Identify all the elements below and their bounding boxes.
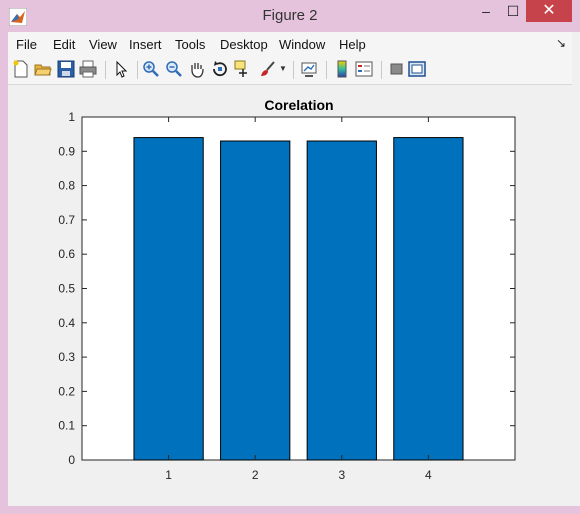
plot-area[interactable]: Corelation 0 0.1 0.2 0.3 0.4 0.5 0.6 0.7 0.8 0.9 1… bbox=[8, 86, 572, 506]
y-tick-label: 0.2 bbox=[58, 384, 75, 398]
show-plot-tools-icon[interactable] bbox=[408, 60, 426, 78]
y-tick-label: 0.6 bbox=[58, 247, 75, 261]
toolbar-separator bbox=[105, 61, 106, 79]
save-icon[interactable] bbox=[57, 60, 75, 78]
open-file-icon[interactable] bbox=[34, 60, 52, 78]
new-figure-icon[interactable] bbox=[12, 60, 30, 78]
brush-icon[interactable] bbox=[259, 60, 277, 78]
insert-colorbar-icon[interactable] bbox=[333, 60, 351, 78]
window-edge bbox=[572, 32, 580, 506]
y-tick-label: 1 bbox=[68, 110, 75, 124]
title-bar[interactable]: Figure 2 – ☐ ✕ bbox=[0, 0, 580, 32]
y-tick-label: 0.9 bbox=[58, 144, 75, 158]
toolbar-separator bbox=[137, 61, 138, 79]
zoom-out-icon[interactable] bbox=[165, 60, 183, 78]
edit-plot-arrow-icon[interactable] bbox=[112, 60, 130, 78]
menu-help[interactable]: Help bbox=[339, 37, 366, 52]
y-tick-label: 0.3 bbox=[58, 350, 75, 364]
hide-plot-tools-icon[interactable] bbox=[388, 60, 406, 78]
x-tick-label: 3 bbox=[338, 468, 345, 482]
minimize-button[interactable]: – bbox=[482, 3, 490, 19]
figure-client-area: File Edit View Insert Tools Desktop Wind… bbox=[8, 32, 572, 506]
y-tick-label: 0.7 bbox=[58, 213, 75, 227]
maximize-button[interactable]: ☐ bbox=[506, 3, 520, 19]
menu-file[interactable]: File bbox=[16, 37, 37, 52]
bar-3[interactable] bbox=[306, 140, 377, 461]
zoom-in-icon[interactable] bbox=[142, 60, 160, 78]
close-button[interactable]: ✕ bbox=[526, 0, 572, 22]
print-icon[interactable] bbox=[79, 60, 97, 78]
y-tick-label: 0.4 bbox=[58, 316, 75, 330]
y-tick-label: 0 bbox=[68, 453, 75, 467]
menu-desktop[interactable]: Desktop bbox=[220, 37, 268, 52]
matlab-logo-icon bbox=[9, 8, 27, 26]
brush-dropdown-icon[interactable]: ▼ bbox=[279, 64, 287, 73]
x-tick-label: 4 bbox=[425, 468, 432, 482]
menu-edit[interactable]: Edit bbox=[53, 37, 76, 52]
bar-1[interactable] bbox=[133, 137, 204, 461]
pan-hand-icon[interactable] bbox=[188, 60, 206, 78]
menu-view[interactable]: View bbox=[89, 37, 117, 52]
x-tick-label: 2 bbox=[252, 468, 259, 482]
toolbar-separator bbox=[326, 61, 327, 79]
bar-4[interactable] bbox=[393, 137, 464, 461]
x-tick-label: 1 bbox=[165, 468, 172, 482]
insert-legend-icon[interactable] bbox=[355, 60, 373, 78]
toolbar-separator bbox=[381, 61, 382, 79]
toolbar-separator bbox=[293, 61, 294, 79]
y-tick-label: 0.8 bbox=[58, 179, 75, 193]
data-cursor-icon[interactable] bbox=[234, 60, 252, 78]
menu-tools[interactable]: Tools bbox=[175, 37, 206, 52]
rotate-3d-icon[interactable] bbox=[211, 60, 229, 78]
menu-insert[interactable]: Insert bbox=[129, 37, 162, 52]
chart-title: Corelation bbox=[264, 97, 333, 113]
menu-window[interactable]: Window bbox=[279, 37, 326, 52]
y-tick-label: 0.1 bbox=[58, 419, 75, 433]
menu-bar: File Edit View Insert Tools Desktop Wind… bbox=[8, 32, 572, 55]
menu-dock-arrow-icon[interactable]: ↘ bbox=[556, 36, 567, 50]
link-plot-icon[interactable] bbox=[300, 60, 318, 78]
y-tick-label: 0.5 bbox=[58, 282, 75, 296]
figure-toolbar: ▼ bbox=[8, 55, 572, 85]
bar-2[interactable] bbox=[220, 140, 291, 461]
window-title: Figure 2 bbox=[262, 7, 318, 24]
